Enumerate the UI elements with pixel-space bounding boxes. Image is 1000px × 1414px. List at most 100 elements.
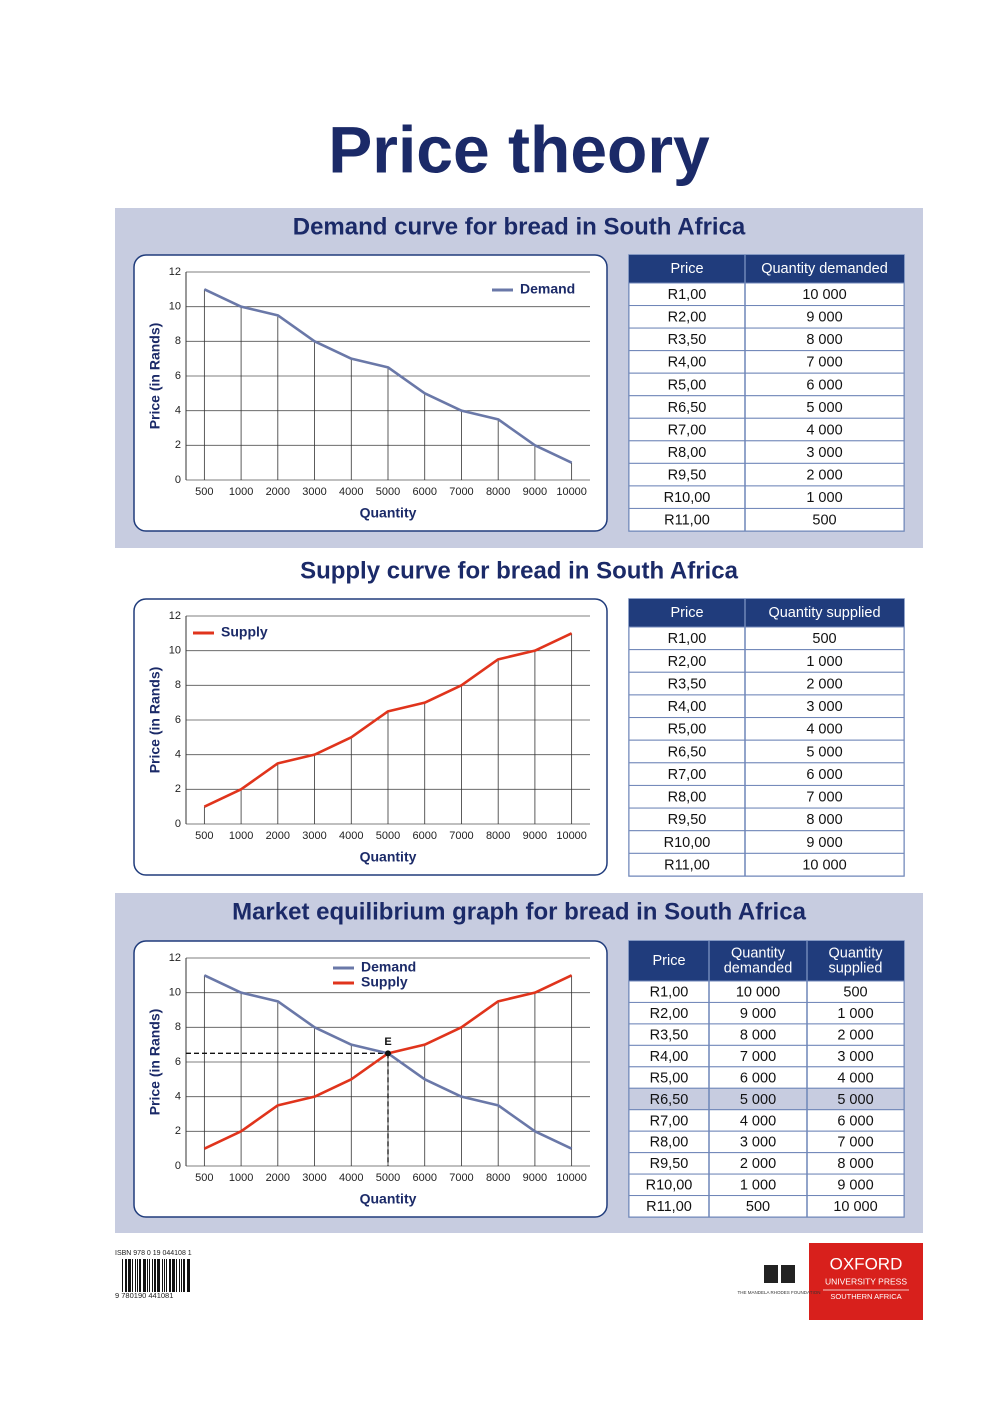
- x-tick-label: 5000: [376, 486, 400, 498]
- table-cell: 5 000: [740, 1092, 776, 1108]
- x-tick-label: 500: [195, 830, 213, 842]
- table-cell: 9 000: [837, 1178, 873, 1194]
- table-cell: R4,00: [668, 699, 707, 715]
- table-cell: 3 000: [740, 1135, 776, 1151]
- chart-title: Market equilibrium graph for bread in So…: [232, 898, 806, 925]
- barcode-bar: [152, 1259, 153, 1292]
- table-cell: 7 000: [806, 355, 842, 371]
- table-cell: R8,00: [668, 790, 707, 806]
- publisher-name: OXFORD: [830, 1254, 903, 1273]
- x-tick-label: 500: [195, 486, 213, 498]
- table-cell: R10,00: [664, 835, 711, 851]
- table-cell: R8,00: [668, 445, 707, 461]
- table-cell: 8 000: [837, 1156, 873, 1172]
- table-cell: R9,50: [650, 1156, 689, 1172]
- barcode-bar: [187, 1259, 190, 1292]
- barcode-bar: [149, 1259, 150, 1292]
- x-tick-label: 3000: [302, 1172, 326, 1184]
- table-cell: 7 000: [806, 790, 842, 806]
- table-row: [628, 852, 905, 877]
- table-cell: 10 000: [802, 858, 846, 874]
- y-tick-label: 4: [175, 749, 181, 761]
- x-tick-label: 5000: [376, 830, 400, 842]
- y-tick-label: 0: [175, 474, 181, 486]
- y-axis-label: Price (in Rands): [147, 323, 163, 430]
- table-cell: R10,00: [646, 1178, 693, 1194]
- table-cell: 4 000: [806, 722, 842, 738]
- table-cell: R3,50: [650, 1027, 689, 1043]
- x-tick-label: 2000: [266, 830, 290, 842]
- x-tick-label: 9000: [523, 1172, 547, 1184]
- table-header: [629, 255, 904, 283]
- x-tick-label: 4000: [339, 1172, 363, 1184]
- barcode-bar: [169, 1259, 171, 1292]
- y-tick-label: 10: [169, 645, 181, 657]
- table-cell: 8 000: [806, 332, 842, 348]
- table-cell: 1 000: [837, 1006, 873, 1022]
- barcode-bar: [181, 1259, 182, 1292]
- table-cell: 9 000: [740, 1006, 776, 1022]
- y-tick-label: 12: [169, 266, 181, 278]
- table-cell: 5 000: [837, 1092, 873, 1108]
- barcode-bar: [122, 1259, 123, 1292]
- table-cell: R8,00: [650, 1135, 689, 1151]
- x-tick-label: 3000: [302, 830, 326, 842]
- table-cell: R2,00: [668, 310, 707, 326]
- legend-label: Demand: [361, 959, 416, 975]
- table-cell: 7 000: [740, 1049, 776, 1065]
- table-cell: 8 000: [740, 1027, 776, 1043]
- table-cell: R6,50: [668, 744, 707, 760]
- series-line: [203, 288, 573, 464]
- table-cell: R2,00: [668, 654, 707, 670]
- chart-frame: [133, 254, 608, 532]
- x-tick-label: 9000: [523, 830, 547, 842]
- x-tick-label: 10000: [556, 830, 587, 842]
- x-tick-label: 1000: [229, 1172, 253, 1184]
- x-tick-label: 4000: [339, 830, 363, 842]
- column-header: Price: [652, 953, 685, 969]
- publisher-name: UNIVERSITY PRESS: [825, 1276, 907, 1286]
- y-tick-label: 10: [169, 987, 181, 999]
- foundation-logo: [781, 1265, 795, 1283]
- table-cell: 1 000: [806, 490, 842, 506]
- x-tick-label: 500: [195, 1172, 213, 1184]
- table-cell: 9 000: [806, 835, 842, 851]
- table-cell: 500: [843, 985, 867, 1001]
- publisher-logo: [809, 1243, 923, 1320]
- column-header: Price: [670, 605, 703, 621]
- y-tick-label: 12: [169, 952, 181, 964]
- x-tick-label: 10000: [556, 1172, 587, 1184]
- table-cell: 9 000: [806, 310, 842, 326]
- barcode-bar: [154, 1259, 156, 1292]
- table-cell: 2 000: [806, 676, 842, 692]
- barcode-bar: [179, 1259, 180, 1292]
- x-axis-label: Quantity: [360, 1191, 417, 1207]
- x-tick-label: 10000: [556, 486, 587, 498]
- table-cell: 3 000: [806, 699, 842, 715]
- y-tick-label: 8: [175, 679, 181, 691]
- table-cell: R6,50: [650, 1092, 689, 1108]
- table-cell: 6 000: [837, 1113, 873, 1129]
- y-tick-label: 0: [175, 1160, 181, 1172]
- x-tick-label: 9000: [523, 486, 547, 498]
- x-tick-label: 6000: [412, 1172, 436, 1184]
- table-cell: R1,00: [668, 631, 707, 647]
- table-cell: R7,00: [668, 422, 707, 438]
- barcode-bar: [135, 1259, 136, 1292]
- x-tick-label: 2000: [266, 486, 290, 498]
- x-tick-label: 8000: [486, 830, 510, 842]
- barcode-bar: [125, 1259, 127, 1292]
- table-cell: R9,50: [668, 812, 707, 828]
- page-title: Price theory: [328, 112, 710, 186]
- foundation-name: THE MANDELA RHODES FOUNDATION: [738, 1290, 821, 1295]
- series-line: [203, 632, 573, 808]
- legend-label: Demand: [520, 281, 575, 297]
- barcode-digits: 9 780190 441081: [115, 1291, 173, 1300]
- table-cell: R11,00: [664, 858, 710, 874]
- table-cell: R11,00: [664, 513, 710, 529]
- x-axis-label: Quantity: [360, 505, 417, 521]
- x-tick-label: 4000: [339, 486, 363, 498]
- x-tick-label: 1000: [229, 486, 253, 498]
- table-cell: 10 000: [802, 287, 846, 303]
